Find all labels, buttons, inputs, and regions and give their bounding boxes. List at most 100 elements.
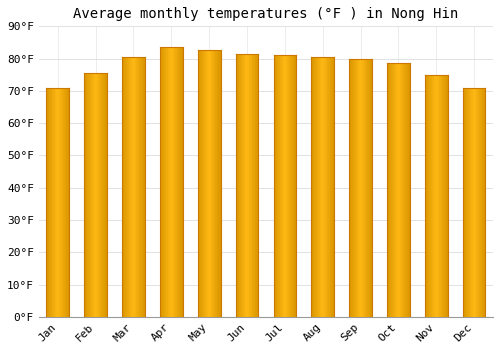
- Bar: [280, 55, 281, 317]
- Bar: [94, 73, 95, 317]
- Bar: [404, 63, 405, 317]
- Bar: [61, 88, 62, 317]
- Bar: [46, 88, 47, 317]
- Bar: [47, 88, 48, 317]
- Bar: [396, 63, 397, 317]
- Bar: [123, 57, 124, 317]
- Bar: [279, 55, 280, 317]
- Bar: [318, 57, 319, 317]
- Bar: [95, 73, 96, 317]
- Bar: [319, 57, 320, 317]
- Bar: [332, 57, 334, 317]
- Bar: [443, 75, 444, 317]
- Bar: [391, 63, 392, 317]
- Bar: [238, 54, 240, 317]
- Bar: [181, 47, 182, 317]
- Bar: [329, 57, 330, 317]
- Bar: [275, 55, 276, 317]
- Bar: [240, 54, 241, 317]
- Title: Average monthly temperatures (°F ) in Nong Hin: Average monthly temperatures (°F ) in No…: [74, 7, 458, 21]
- Bar: [253, 54, 254, 317]
- Bar: [204, 50, 206, 317]
- Bar: [387, 63, 388, 317]
- Bar: [256, 54, 257, 317]
- Bar: [324, 57, 325, 317]
- Bar: [356, 58, 357, 317]
- Bar: [463, 88, 464, 317]
- Bar: [131, 57, 132, 317]
- Bar: [91, 73, 92, 317]
- Bar: [425, 75, 426, 317]
- Bar: [144, 57, 145, 317]
- Bar: [474, 88, 475, 317]
- Bar: [426, 75, 427, 317]
- Bar: [435, 75, 436, 317]
- Bar: [125, 57, 126, 317]
- Bar: [472, 88, 474, 317]
- Bar: [247, 54, 248, 317]
- Bar: [102, 73, 103, 317]
- Bar: [132, 57, 134, 317]
- Bar: [288, 55, 290, 317]
- Bar: [246, 54, 247, 317]
- Bar: [276, 55, 278, 317]
- Bar: [84, 73, 85, 317]
- Bar: [321, 57, 322, 317]
- Bar: [388, 63, 390, 317]
- Bar: [393, 63, 394, 317]
- Bar: [394, 63, 396, 317]
- Bar: [330, 57, 331, 317]
- Bar: [176, 47, 178, 317]
- Bar: [216, 50, 218, 317]
- Bar: [438, 75, 440, 317]
- Bar: [313, 57, 314, 317]
- Bar: [242, 54, 243, 317]
- Bar: [436, 75, 437, 317]
- Bar: [292, 55, 293, 317]
- Bar: [100, 73, 101, 317]
- Bar: [483, 88, 484, 317]
- Bar: [409, 63, 410, 317]
- Bar: [371, 58, 372, 317]
- Bar: [208, 50, 209, 317]
- Bar: [243, 54, 244, 317]
- Bar: [466, 88, 468, 317]
- Bar: [172, 47, 173, 317]
- Bar: [325, 57, 326, 317]
- Bar: [97, 73, 98, 317]
- Bar: [368, 58, 369, 317]
- Bar: [207, 50, 208, 317]
- Bar: [478, 88, 480, 317]
- Bar: [366, 58, 368, 317]
- Bar: [349, 58, 350, 317]
- Bar: [167, 47, 168, 317]
- Bar: [92, 73, 94, 317]
- Bar: [364, 58, 365, 317]
- Bar: [314, 57, 315, 317]
- Bar: [403, 63, 404, 317]
- Bar: [328, 57, 329, 317]
- Bar: [128, 57, 129, 317]
- Bar: [392, 63, 393, 317]
- Bar: [427, 75, 428, 317]
- Bar: [365, 58, 366, 317]
- Bar: [206, 50, 207, 317]
- Bar: [62, 88, 63, 317]
- Bar: [67, 88, 68, 317]
- Bar: [432, 75, 433, 317]
- Bar: [63, 88, 64, 317]
- Bar: [104, 73, 106, 317]
- Bar: [202, 50, 203, 317]
- Bar: [218, 50, 219, 317]
- Bar: [124, 57, 125, 317]
- Bar: [106, 73, 107, 317]
- Bar: [397, 63, 398, 317]
- Bar: [179, 47, 180, 317]
- Bar: [440, 75, 441, 317]
- Bar: [482, 88, 483, 317]
- Bar: [274, 55, 275, 317]
- Bar: [103, 73, 104, 317]
- Bar: [51, 88, 52, 317]
- Bar: [468, 88, 469, 317]
- Bar: [134, 57, 135, 317]
